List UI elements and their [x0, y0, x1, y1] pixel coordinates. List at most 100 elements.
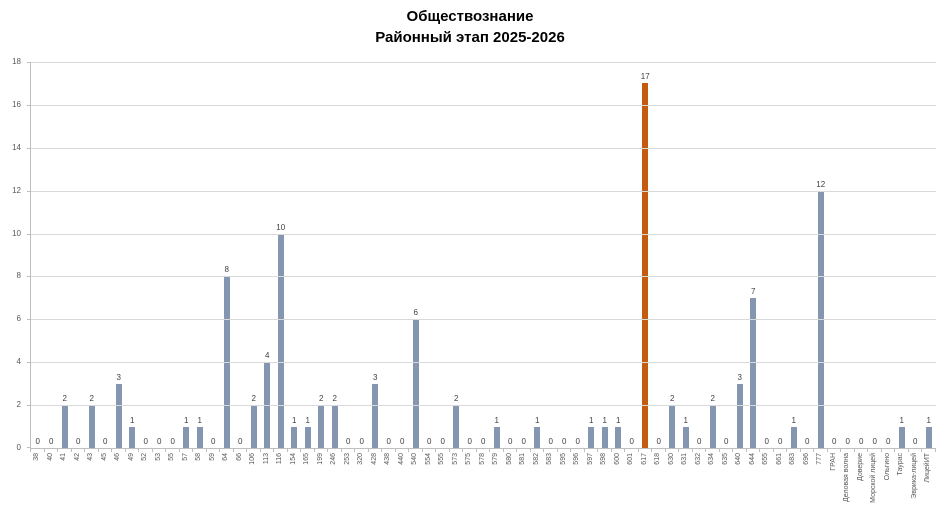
bar [898, 426, 905, 448]
x-category-label: 644 [748, 453, 756, 465]
x-category-label: 634 [708, 453, 716, 465]
x-axis-tick [517, 449, 531, 452]
x-label-cell: 635 [719, 453, 733, 529]
bar-value-label: 3 [116, 372, 121, 382]
x-axis-tick [396, 449, 409, 452]
x-label-cell: 634 [705, 453, 719, 529]
bar-column: 0 [774, 62, 788, 448]
x-axis-tick [247, 449, 261, 452]
bar-column: 0 [760, 62, 774, 448]
gridline [31, 62, 936, 63]
x-label-cell: 630 [665, 453, 679, 529]
y-axis-tick [27, 447, 31, 448]
x-category-label: 554 [424, 453, 432, 465]
y-axis-label: 18 [12, 57, 21, 66]
bar-value-label: 0 [562, 437, 567, 446]
bar-value-label: 0 [346, 437, 351, 446]
x-label-cell: 583 [543, 453, 557, 529]
x-label-cell: 53 [152, 453, 166, 529]
x-label-cell: 777 [813, 453, 827, 529]
bar [331, 405, 338, 448]
x-label-cell: 640 [732, 453, 746, 529]
bar-column: 1 [180, 62, 194, 448]
x-axis-tick [882, 449, 895, 452]
gridline [31, 276, 936, 278]
bar-value-label: 0 [440, 437, 445, 446]
x-label-cell: 600 [611, 453, 625, 529]
bar-value-label: 0 [467, 437, 472, 446]
bar-column: 0 [342, 62, 356, 448]
bar-value-label: 0 [400, 437, 405, 446]
bar [183, 426, 190, 448]
bar-column: 0 [207, 62, 221, 448]
bar-value-label: 2 [670, 394, 675, 404]
x-category-label: 59 [208, 453, 216, 461]
bar-column: 0 [355, 62, 369, 448]
x-label-cell: 575 [462, 453, 476, 529]
x-axis-tick [760, 449, 774, 452]
bar-value-label: 12 [816, 179, 826, 189]
bar-column: 3 [112, 62, 126, 448]
x-axis-tick [58, 449, 72, 452]
x-axis-tick [855, 449, 868, 452]
y-axis-tick [27, 276, 31, 278]
bar-value-label: 1 [926, 415, 931, 425]
x-axis-tick [895, 449, 909, 452]
x-category-label: 580 [505, 453, 513, 465]
bar-value-label: 0 [629, 437, 634, 446]
x-category-label: 600 [613, 453, 621, 465]
x-axis-tick [193, 449, 207, 452]
bar-column: 2 [328, 62, 342, 448]
bar [750, 297, 757, 448]
y-axis-tick [27, 319, 31, 321]
x-label-cell: 55 [165, 453, 179, 529]
x-axis-tick [787, 449, 801, 452]
y-axis-label: 8 [16, 271, 21, 281]
bar-column: 1 [490, 62, 504, 448]
bar-column: 0 [855, 62, 869, 448]
bar-value-label: 0 [76, 437, 81, 446]
bar-column: 0 [544, 62, 558, 448]
x-category-label: 579 [492, 453, 500, 465]
x-label-cell: 40 [44, 453, 58, 529]
x-axis-tick [504, 449, 517, 452]
x-axis-tick [153, 449, 166, 452]
x-label-cell: 52 [138, 453, 152, 529]
bar [601, 426, 608, 448]
x-axis-tick [450, 449, 463, 452]
bar [817, 190, 824, 448]
x-label-cell: 661 [773, 453, 787, 529]
bar-column: 0 [436, 62, 450, 448]
x-label-cell: ЛицейИТ [921, 453, 935, 529]
x-axis-tick [814, 449, 828, 452]
x-label-cell: 64 [219, 453, 233, 529]
x-label-cell: 438 [381, 453, 395, 529]
bar-column: 0 [652, 62, 666, 448]
y-axis-label: 14 [12, 142, 21, 152]
x-label-cell: Морской лицей [867, 453, 881, 529]
x-label-cell: Эврика-лицей [908, 453, 922, 529]
x-axis-tick [625, 449, 639, 452]
x-axis-tick [571, 449, 585, 452]
x-axis-tick [909, 449, 922, 452]
bar-value-label: 1 [292, 415, 297, 425]
y-axis-tick [27, 147, 31, 149]
y-axis-label: 10 [12, 228, 21, 238]
x-label-cell: 581 [516, 453, 530, 529]
bar-value-label: 0 [656, 437, 661, 446]
x-category-label: 575 [465, 453, 473, 465]
bar-column: 2 [58, 62, 72, 448]
x-category-label: 661 [775, 453, 783, 465]
bar [453, 405, 460, 448]
bar-value-label: 6 [413, 308, 418, 318]
x-axis-tick [274, 449, 288, 452]
x-axis-tick [598, 449, 612, 452]
bar-value-label: 0 [238, 437, 243, 446]
x-category-label: 154 [289, 453, 297, 465]
bar-column: 1 [612, 62, 626, 448]
bar-value-label: 2 [89, 394, 94, 404]
chart-title-line1: Обществознание [406, 8, 534, 25]
bar [129, 426, 136, 448]
bar-column: 0 [504, 62, 518, 448]
x-label-cell: 683 [786, 453, 800, 529]
